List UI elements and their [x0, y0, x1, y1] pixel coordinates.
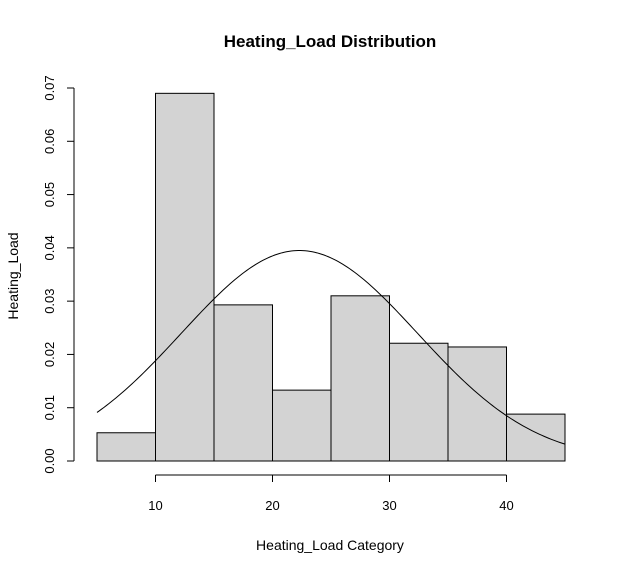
x-tick-label: 30 — [382, 498, 396, 513]
chart-title: Heating_Load Distribution — [224, 32, 437, 51]
x-axis-label: Heating_Load Category — [256, 537, 404, 553]
histogram-bar-3 — [272, 389, 332, 462]
histogram-bar-4 — [330, 295, 390, 462]
y-tick-label: 0.07 — [42, 75, 57, 100]
y-tick-label: 0.05 — [42, 182, 57, 207]
y-tick-label: 0.06 — [42, 129, 57, 154]
histogram-bar-2 — [213, 304, 273, 462]
y-tick-label: 0.03 — [42, 288, 57, 313]
y-axis: 0.00 0.01 0.02 0.03 0.04 0.05 0.06 0.07 — [42, 75, 75, 474]
y-axis-label: Heating_Load — [5, 232, 21, 319]
histogram-bar-1 — [155, 92, 215, 462]
bars-group — [96, 92, 566, 462]
histogram-bar-5 — [389, 342, 449, 462]
histogram-bar-0 — [96, 432, 156, 462]
y-tick-label: 0.00 — [42, 448, 57, 473]
normal-density-curve — [96, 250, 566, 445]
y-tick-label: 0.02 — [42, 342, 57, 367]
x-tick-label: 10 — [148, 498, 162, 513]
y-tick-label: 0.01 — [42, 395, 57, 420]
histogram-bar-6 — [447, 346, 507, 462]
x-tick-label: 40 — [499, 498, 513, 513]
normal-curve-group — [96, 250, 566, 445]
x-axis: 10 20 30 40 — [148, 474, 514, 513]
x-tick-label: 20 — [265, 498, 279, 513]
y-tick-label: 0.04 — [42, 235, 57, 260]
